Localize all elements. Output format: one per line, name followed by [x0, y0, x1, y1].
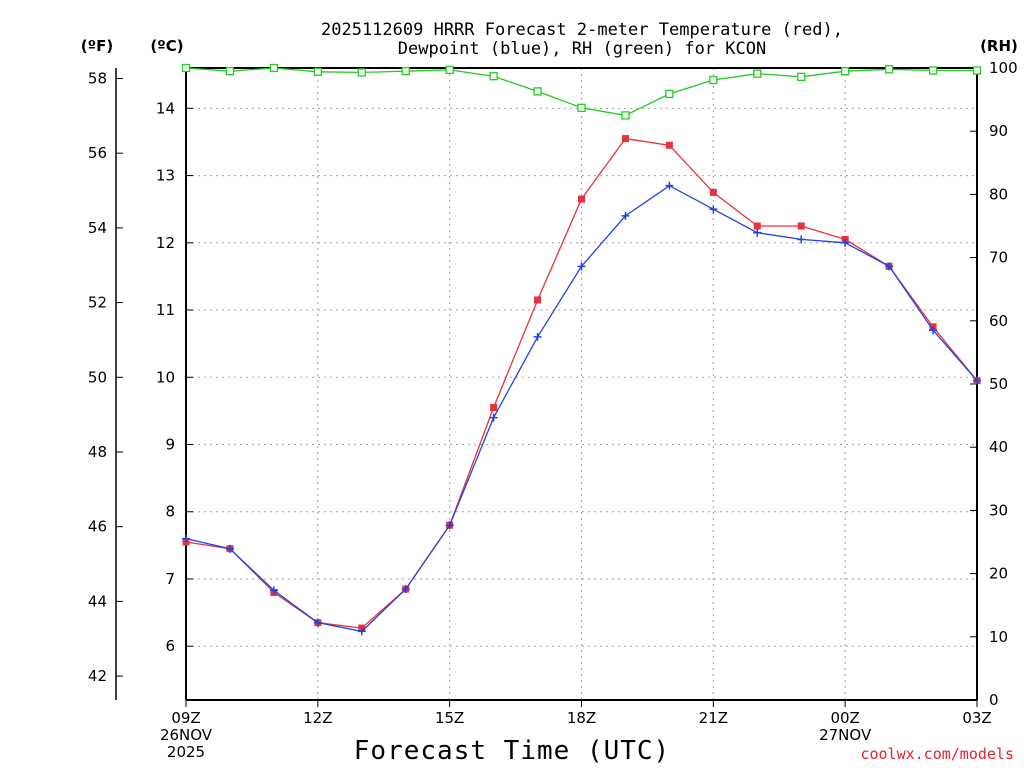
fahrenheit-tick-label: 54: [88, 219, 107, 237]
celsius-tick-label: 11: [156, 301, 175, 319]
chart-title-line-2: Dewpoint (blue), RH (green) for KCON: [398, 39, 766, 59]
dewpoint-marker: [885, 262, 894, 271]
rh-marker: [357, 68, 366, 77]
source-credit: coolwx.com/models: [860, 745, 1014, 763]
dewpoint-marker: [973, 376, 981, 385]
rh-marker: [577, 103, 586, 112]
temperature-marker: [578, 195, 585, 203]
x-axis-title: Forecast Time (UTC): [354, 736, 670, 766]
x-tick-label: 00Z: [830, 709, 859, 727]
rh-tick-label: 70: [989, 249, 1008, 267]
fahrenheit-tick-label: 52: [88, 294, 107, 312]
rh-marker: [753, 69, 762, 78]
dewpoint-marker: [445, 521, 454, 530]
dewpoint-marker: [401, 585, 410, 594]
dewpoint-marker: [313, 618, 322, 627]
rh-tick-label: 80: [989, 185, 1008, 203]
temperature-marker: [665, 141, 673, 149]
rh-marker: [225, 67, 235, 76]
fahrenheit-tick-label: 58: [88, 69, 107, 87]
x-tick-label: 15Z: [435, 709, 464, 727]
rh-tick-label: 0: [989, 691, 999, 709]
data-series: [181, 63, 982, 636]
rh-marker: [181, 63, 191, 73]
dewpoint-marker: [357, 627, 366, 636]
dewpoint-marker: [753, 228, 762, 237]
x-tick-label: 26NOV: [160, 726, 213, 744]
rh-marker: [621, 111, 630, 120]
dewpoint-marker: [709, 205, 718, 214]
dewpoint-marker: [797, 235, 806, 244]
celsius-tick-label: 12: [156, 234, 175, 252]
rh-tick-label: 50: [989, 375, 1008, 393]
rh-marker: [841, 67, 850, 76]
rh-marker: [972, 66, 982, 75]
dewpoint-marker: [533, 332, 542, 341]
celsius-tick-label: 14: [156, 99, 175, 117]
temperature-marker: [753, 222, 761, 230]
rh-tick-label: 100: [989, 59, 1018, 77]
fahrenheit-tick-label: 56: [88, 144, 107, 162]
x-tick-label: 27NOV: [819, 726, 872, 744]
dewpoint-marker: [577, 262, 586, 271]
dewpoint-marker: [489, 413, 498, 422]
dewpoint-marker: [269, 586, 278, 595]
dewpoint-marker: [841, 238, 850, 247]
x-tick-label: 18Z: [567, 709, 596, 727]
rh-tick-label: 30: [989, 501, 1008, 519]
rh-marker: [489, 72, 498, 81]
chart-title-line-1: 2025112609 HRRR Forecast 2-meter Tempera…: [321, 20, 843, 40]
temperature-marker: [490, 404, 498, 412]
fahrenheit-tick-label: 42: [88, 667, 107, 685]
dewpoint-marker: [621, 211, 630, 220]
x-tick-label: 21Z: [699, 709, 728, 727]
celsius-tick-label: 7: [165, 570, 175, 588]
rh-marker: [269, 63, 279, 73]
rh-marker: [884, 65, 894, 74]
rh-marker: [313, 67, 322, 76]
rh-tick-label: 40: [989, 438, 1008, 456]
dewpoint-marker: [929, 326, 938, 335]
x-tick-label: 09Z: [171, 709, 200, 727]
celsius-tick-label: 13: [156, 167, 175, 185]
celsius-tick-label: 6: [165, 637, 175, 655]
rh-marker: [445, 65, 454, 75]
dewpoint-marker: [225, 544, 234, 553]
temperature-marker: [534, 296, 542, 304]
dewpoint-marker: [182, 534, 190, 543]
rh-marker: [928, 66, 938, 75]
rh-marker: [665, 89, 674, 99]
fahrenheit-unit-label: (ºF): [81, 37, 113, 55]
celsius-unit-label: (ºC): [150, 37, 183, 55]
rh-unit-label: (RH): [980, 37, 1018, 55]
celsius-tick-label: 9: [165, 436, 175, 454]
rh-tick-label: 60: [989, 312, 1008, 330]
rh-tick-label: 20: [989, 565, 1008, 583]
grid-lines: [186, 68, 977, 700]
x-tick-label: 2025: [167, 743, 205, 761]
dewpoint-line: [185, 184, 978, 633]
x-tick-label: 12Z: [303, 709, 332, 727]
rh-marker: [401, 67, 410, 76]
temperature-marker: [797, 222, 805, 230]
rh-marker: [709, 75, 718, 85]
temperature-marker: [709, 188, 717, 196]
temperature-marker: [621, 135, 629, 143]
fahrenheit-tick-label: 50: [88, 368, 107, 386]
fahrenheit-tick-label: 46: [88, 518, 107, 536]
celsius-tick-label: 8: [165, 503, 175, 521]
rh-tick-label: 10: [989, 628, 1008, 646]
rh-marker: [533, 87, 542, 96]
fahrenheit-tick-label: 48: [88, 443, 107, 461]
celsius-tick-label: 10: [156, 368, 175, 386]
dewpoint-marker: [665, 181, 674, 190]
fahrenheit-tick-label: 44: [88, 592, 107, 610]
x-tick-label: 03Z: [962, 709, 991, 727]
rh-marker: [797, 72, 806, 81]
rh-tick-label: 90: [989, 122, 1008, 140]
